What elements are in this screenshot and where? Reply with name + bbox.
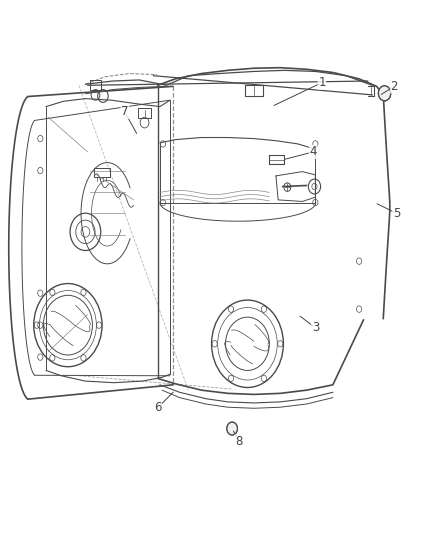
Text: 7: 7: [121, 106, 129, 118]
Circle shape: [378, 86, 391, 101]
Text: 1: 1: [318, 76, 326, 89]
Text: 2: 2: [390, 80, 398, 93]
Text: 5: 5: [393, 207, 400, 220]
Text: 3: 3: [312, 321, 319, 334]
Circle shape: [227, 422, 237, 435]
Text: 8: 8: [235, 435, 242, 448]
Text: 4: 4: [309, 146, 317, 158]
Text: 6: 6: [154, 401, 162, 414]
